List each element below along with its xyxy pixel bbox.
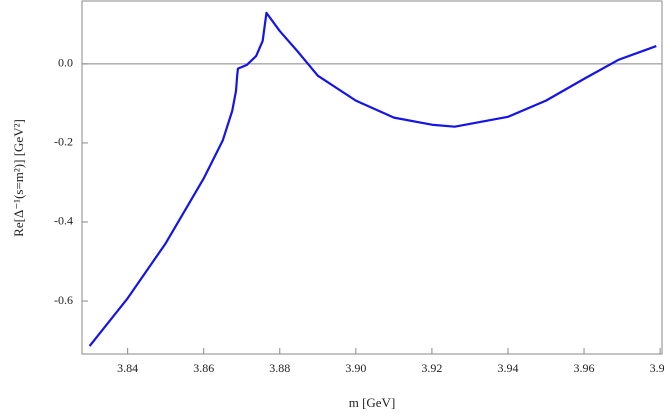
x-tick-label: 3.90 [345,361,366,375]
y-tick-label: -0.6 [54,293,73,307]
data-line [88,11,657,347]
y-tick-label: -0.2 [54,135,73,149]
x-tick-label: 3.88 [269,361,290,375]
y-tick-label: -0.4 [54,214,73,228]
x-tick-label: 3.86 [193,361,214,375]
y-tick-label: 0.0 [58,56,73,70]
plot-frame [81,0,663,355]
x-tick-label: 3.92 [421,361,442,375]
x-tick-label: 3.98 [650,361,664,375]
x-tick-label: 3.84 [117,361,138,375]
x-tick-label: 3.94 [497,361,518,375]
x-axis-label: m [GeV] [349,395,396,410]
y-axis-label: Re[Δ⁻¹(s=m²)] [GeV²] [11,119,26,237]
x-tick-label: 3.96 [574,361,595,375]
